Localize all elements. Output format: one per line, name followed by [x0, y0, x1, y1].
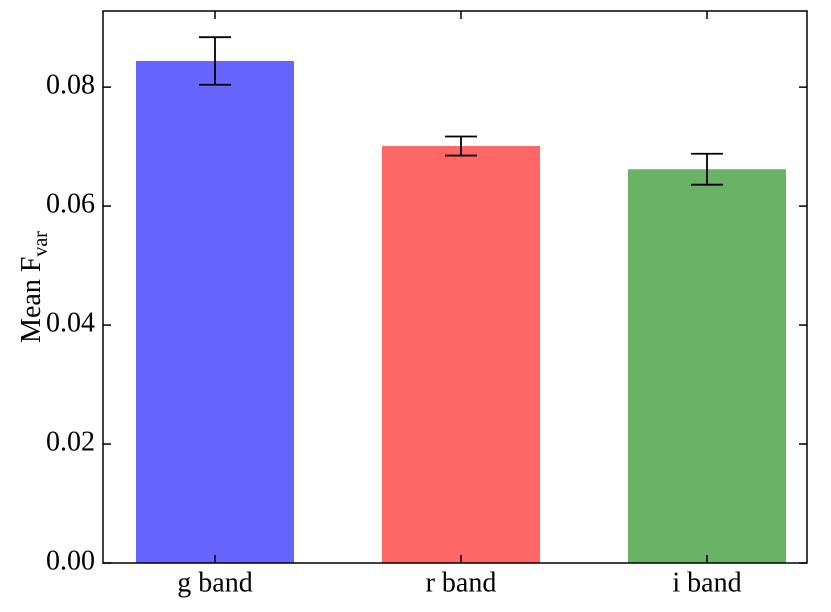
y-tick-label: 0.00 — [46, 545, 95, 576]
plot-frame — [102, 10, 808, 564]
x-tick-label: i band — [672, 567, 741, 598]
y-tick-label: 0.08 — [46, 70, 95, 101]
y-axis-label: Mean Fvar — [16, 231, 51, 343]
y-tick-label: 0.02 — [46, 426, 95, 457]
x-tick-label: g band — [177, 567, 252, 598]
bar — [136, 60, 294, 564]
bar — [628, 169, 786, 564]
x-tick-label: r band — [426, 567, 497, 598]
y-tick-label: 0.06 — [46, 189, 95, 220]
bar — [382, 146, 540, 563]
y-label-main: Mean F — [16, 257, 47, 343]
y-label-sub: var — [30, 231, 52, 257]
y-tick-label: 0.04 — [46, 307, 95, 338]
